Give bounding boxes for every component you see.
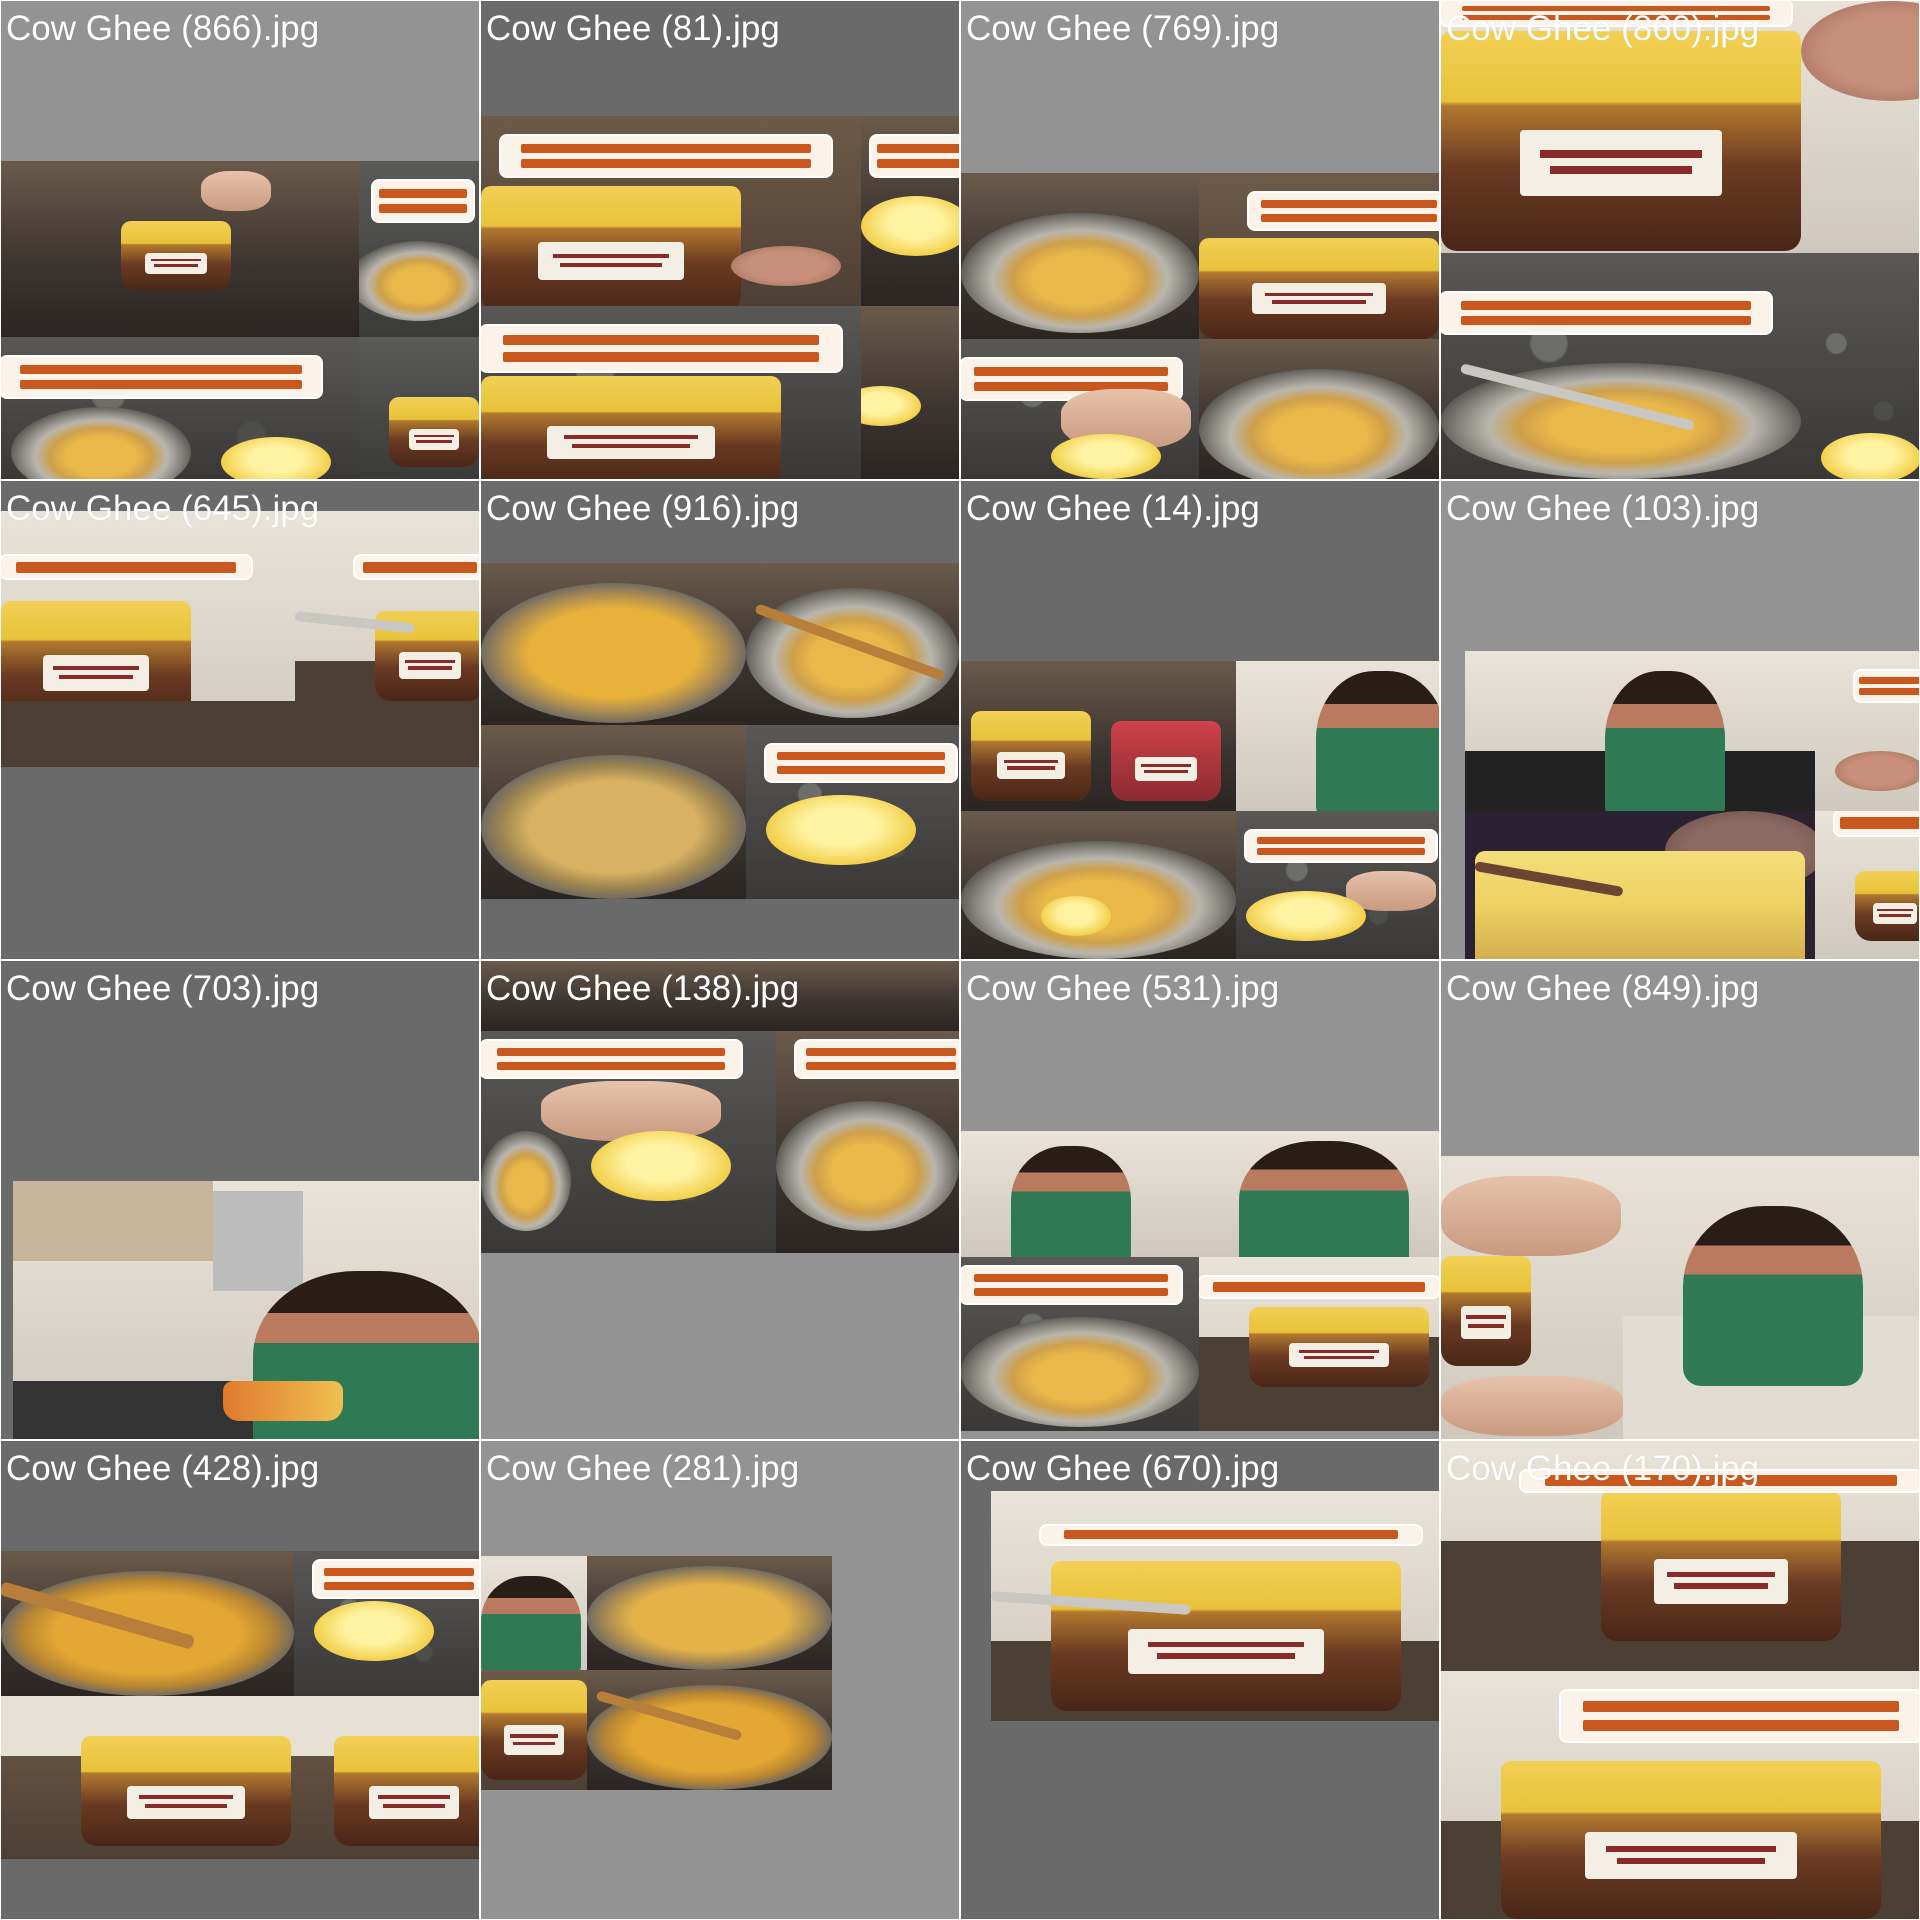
thumbnail-photo bbox=[481, 725, 746, 899]
thumbnail-label: Cow Ghee (916).jpg bbox=[486, 489, 800, 528]
thumbnail-photo bbox=[294, 1551, 479, 1696]
thumbnail-photo bbox=[1441, 1441, 1919, 1671]
thumbnail-photo bbox=[1199, 339, 1439, 479]
thumbnail-cell[interactable]: Cow Ghee (14).jpg bbox=[961, 481, 1439, 959]
thumbnail-cell[interactable]: Cow Ghee (428).jpg bbox=[1, 1441, 479, 1919]
thumbnail-photo bbox=[1815, 811, 1919, 959]
thumbnail-label: Cow Ghee (645).jpg bbox=[6, 489, 320, 528]
thumbnail-cell[interactable]: Cow Ghee (860).jpg bbox=[1441, 1, 1919, 479]
thumbnail-photo bbox=[1, 1551, 294, 1696]
thumbnail-photo bbox=[359, 337, 479, 479]
thumbnail-photo bbox=[481, 1556, 587, 1670]
thumbnail-photo bbox=[961, 1131, 1199, 1257]
thumbnail-photo bbox=[13, 1181, 479, 1439]
thumbnail-photo bbox=[1236, 811, 1439, 959]
thumbnail-photo bbox=[861, 116, 959, 306]
thumbnail-photo bbox=[1199, 1131, 1439, 1257]
thumbnail-photo bbox=[776, 1031, 959, 1253]
thumbnail-photo bbox=[587, 1556, 832, 1670]
thumbnail-photo bbox=[1441, 1671, 1919, 1919]
thumbnail-photo bbox=[481, 306, 861, 479]
thumbnail-label: Cow Ghee (281).jpg bbox=[486, 1449, 800, 1488]
thumbnail-photo bbox=[359, 161, 479, 337]
thumbnail-label: Cow Ghee (860).jpg bbox=[1446, 9, 1760, 48]
thumbnail-cell[interactable]: Cow Ghee (703).jpg bbox=[1, 961, 479, 1439]
thumbnail-photo bbox=[961, 339, 1199, 479]
thumbnail-label: Cow Ghee (14).jpg bbox=[966, 489, 1260, 528]
thumbnail-photo bbox=[481, 116, 861, 306]
thumbnail-cell[interactable]: Cow Ghee (916).jpg bbox=[481, 481, 959, 959]
thumbnail-photo bbox=[587, 1670, 832, 1790]
thumbnail-cell[interactable]: Cow Ghee (281).jpg bbox=[481, 1441, 959, 1919]
thumbnail-cell[interactable]: Cow Ghee (670).jpg bbox=[961, 1441, 1439, 1919]
thumbnail-photo bbox=[1465, 811, 1815, 959]
thumbnail-cell[interactable]: Cow Ghee (170).jpg bbox=[1441, 1441, 1919, 1919]
thumbnail-photo bbox=[1199, 1257, 1439, 1431]
thumbnail-photo bbox=[961, 661, 1236, 811]
thumbnail-photo bbox=[861, 306, 959, 479]
thumbnail-cell[interactable]: Cow Ghee (81).jpg bbox=[481, 1, 959, 479]
thumbnail-photo bbox=[1, 161, 359, 337]
thumbnail-label: Cow Ghee (81).jpg bbox=[486, 9, 780, 48]
thumbnail-photo bbox=[295, 511, 479, 767]
thumbnail-photo bbox=[1801, 253, 1919, 479]
thumbnail-photo bbox=[1623, 1156, 1919, 1439]
thumbnail-label: Cow Ghee (703).jpg bbox=[6, 969, 320, 1008]
thumbnail-photo bbox=[481, 563, 746, 725]
thumbnail-photo bbox=[961, 173, 1199, 339]
thumbnail-cell[interactable]: Cow Ghee (138).jpg bbox=[481, 961, 959, 1439]
thumbnail-photo bbox=[1199, 173, 1439, 339]
thumbnail-photo bbox=[1815, 651, 1919, 811]
thumbnail-photo bbox=[991, 1491, 1439, 1721]
thumbnail-photo bbox=[1441, 1156, 1623, 1439]
thumbnail-photo bbox=[1441, 1, 1801, 253]
thumbnail-photo bbox=[1236, 661, 1439, 811]
thumbnail-label: Cow Ghee (866).jpg bbox=[6, 9, 320, 48]
thumbnail-photo bbox=[481, 1670, 587, 1790]
thumbnail-photo bbox=[1, 1696, 294, 1859]
thumbnail-label: Cow Ghee (170).jpg bbox=[1446, 1449, 1760, 1488]
thumbnail-label: Cow Ghee (428).jpg bbox=[6, 1449, 320, 1488]
thumbnail-label: Cow Ghee (138).jpg bbox=[486, 969, 800, 1008]
thumbnail-photo bbox=[481, 1031, 776, 1253]
thumbnail-photo bbox=[1, 337, 359, 479]
thumbnail-photo bbox=[294, 1696, 479, 1859]
thumbnail-cell[interactable]: Cow Ghee (531).jpg bbox=[961, 961, 1439, 1439]
thumbnail-photo bbox=[961, 1257, 1199, 1431]
thumbnail-photo bbox=[1, 511, 295, 767]
thumbnail-cell[interactable]: Cow Ghee (866).jpg bbox=[1, 1, 479, 479]
thumbnail-photo bbox=[746, 725, 959, 899]
thumbnail-photo bbox=[961, 811, 1236, 959]
thumbnail-photo bbox=[481, 961, 959, 1031]
thumbnail-label: Cow Ghee (670).jpg bbox=[966, 1449, 1280, 1488]
thumbnail-photo bbox=[1801, 1, 1919, 253]
thumbnail-photo bbox=[1465, 651, 1815, 811]
thumbnail-photo bbox=[1441, 253, 1801, 479]
thumbnail-cell[interactable]: Cow Ghee (645).jpg bbox=[1, 481, 479, 959]
thumbnail-cell[interactable]: Cow Ghee (103).jpg bbox=[1441, 481, 1919, 959]
thumbnail-label: Cow Ghee (531).jpg bbox=[966, 969, 1280, 1008]
thumbnail-label: Cow Ghee (849).jpg bbox=[1446, 969, 1760, 1008]
thumbnail-label: Cow Ghee (769).jpg bbox=[966, 9, 1280, 48]
thumbnail-cell[interactable]: Cow Ghee (849).jpg bbox=[1441, 961, 1919, 1439]
thumbnail-label: Cow Ghee (103).jpg bbox=[1446, 489, 1760, 528]
thumbnail-photo bbox=[746, 563, 959, 725]
thumbnail-cell[interactable]: Cow Ghee (769).jpg bbox=[961, 1, 1439, 479]
